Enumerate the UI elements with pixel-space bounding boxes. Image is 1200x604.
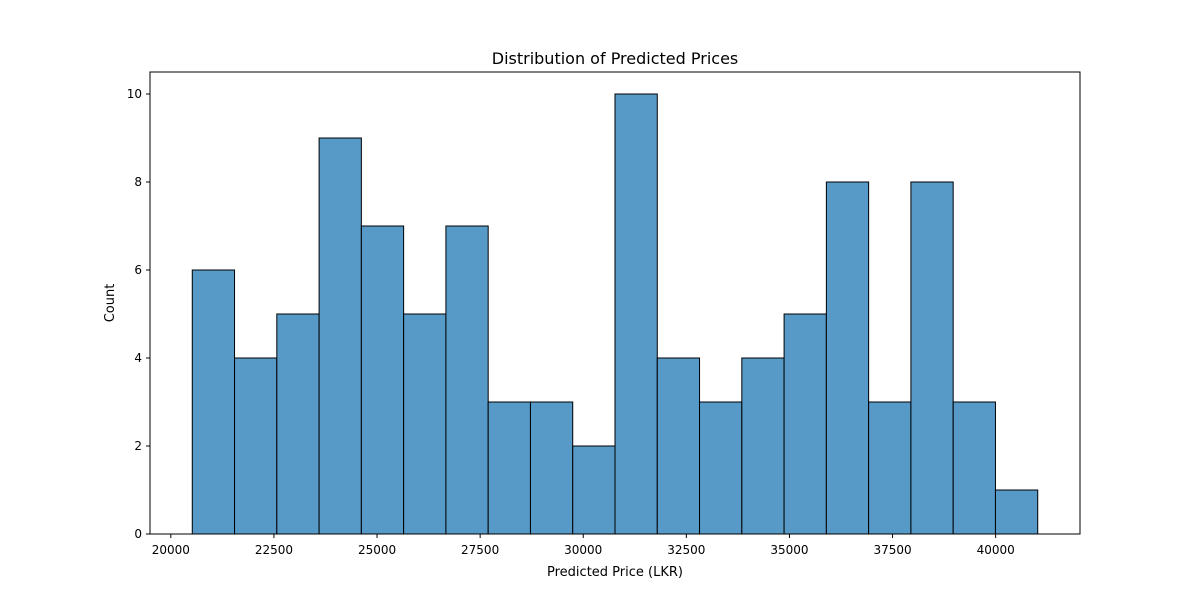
histogram-bar bbox=[952, 401, 996, 535]
y-axis-ticks: 0 2 4 6 8 10 bbox=[127, 87, 150, 541]
histogram-bar bbox=[868, 401, 912, 535]
histogram-bar bbox=[699, 401, 743, 535]
histogram-bar bbox=[360, 225, 405, 535]
x-axis-ticks: 20000 22500 25000 27500 30000 32500 35000 37500… bbox=[152, 534, 1015, 557]
histogram-bar bbox=[276, 313, 320, 535]
histogram-bar bbox=[825, 181, 870, 535]
histogram-bar bbox=[910, 181, 954, 535]
chart-title: Distribution of Predicted Prices bbox=[492, 49, 739, 68]
histogram-bar bbox=[191, 269, 236, 535]
histogram-bar bbox=[783, 313, 827, 535]
x-tick-label: 40000 bbox=[977, 543, 1015, 557]
histogram-bar bbox=[614, 93, 658, 535]
x-axis-label: Predicted Price (LKR) bbox=[547, 565, 683, 580]
y-tick-label: 2 bbox=[134, 439, 142, 453]
y-tick-label: 4 bbox=[134, 351, 142, 365]
histogram-bar bbox=[994, 489, 1039, 535]
histogram-bar bbox=[572, 445, 616, 535]
histogram-bar bbox=[318, 137, 362, 535]
bars-group bbox=[191, 93, 1039, 535]
x-tick-label: 35000 bbox=[770, 543, 808, 557]
histogram-bar bbox=[445, 225, 489, 535]
histogram-bar bbox=[487, 401, 531, 535]
histogram-bar bbox=[403, 313, 447, 535]
y-tick-label: 8 bbox=[134, 175, 142, 189]
y-tick-label: 10 bbox=[127, 87, 142, 101]
x-tick-label: 37500 bbox=[873, 543, 911, 557]
x-tick-label: 27500 bbox=[461, 543, 499, 557]
histogram-bar bbox=[656, 357, 701, 535]
y-axis-label: Count bbox=[103, 284, 118, 323]
x-tick-label: 25000 bbox=[358, 543, 396, 557]
y-tick-label: 6 bbox=[134, 263, 142, 277]
y-tick-label: 0 bbox=[134, 527, 142, 541]
plot-frame bbox=[149, 71, 1081, 535]
x-tick-label: 22500 bbox=[255, 543, 293, 557]
histogram-bar bbox=[529, 401, 574, 535]
x-tick-label: 20000 bbox=[152, 543, 190, 557]
x-tick-label: 32500 bbox=[667, 543, 705, 557]
histogram-bar bbox=[741, 357, 785, 535]
histogram-bar bbox=[234, 357, 278, 535]
x-tick-label: 30000 bbox=[564, 543, 602, 557]
